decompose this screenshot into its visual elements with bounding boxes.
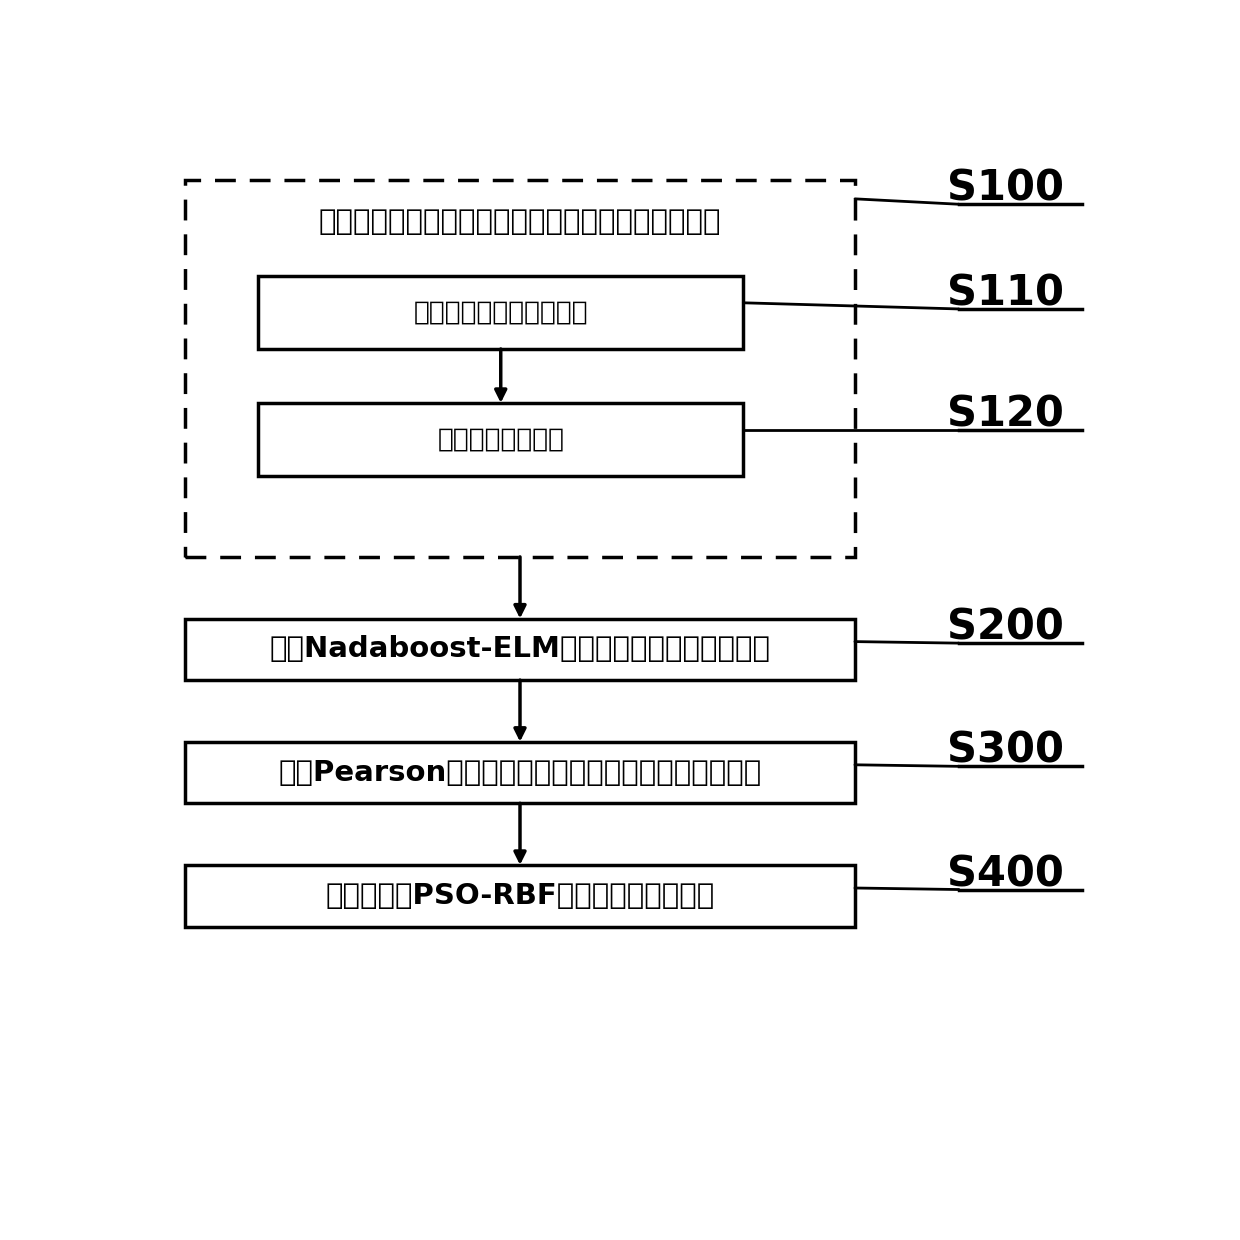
Bar (185, 180, 854, 557)
Text: S120: S120 (946, 393, 1064, 435)
Bar (185, 619, 854, 680)
Bar (185, 866, 854, 926)
Text: S300: S300 (946, 730, 1064, 773)
Text: 样品数据集的获得: 样品数据集的获得 (438, 427, 564, 453)
Text: 基于Pearson相关性分析方法确定钒速子模型输入参数: 基于Pearson相关性分析方法确定钒速子模型输入参数 (278, 759, 761, 786)
Text: S100: S100 (946, 167, 1064, 210)
Text: S110: S110 (946, 273, 1064, 315)
Bar (185, 742, 854, 804)
Text: 运用改进的PSO-RBF算法建立钒速子模型: 运用改进的PSO-RBF算法建立钒速子模型 (325, 882, 714, 910)
Text: 采用Nadaboost-ELM算法建立地层可钒性子模型: 采用Nadaboost-ELM算法建立地层可钒性子模型 (269, 635, 770, 663)
Text: S400: S400 (946, 853, 1064, 895)
Bar (258, 403, 743, 476)
Text: 基于分段三次埃尔米特插値计算方法获得样本数据集: 基于分段三次埃尔米特插値计算方法获得样本数据集 (319, 208, 722, 236)
Bar (258, 275, 743, 348)
Text: 确定影响钒速的过程参数: 确定影响钒速的过程参数 (413, 299, 588, 325)
Text: S200: S200 (946, 606, 1064, 649)
